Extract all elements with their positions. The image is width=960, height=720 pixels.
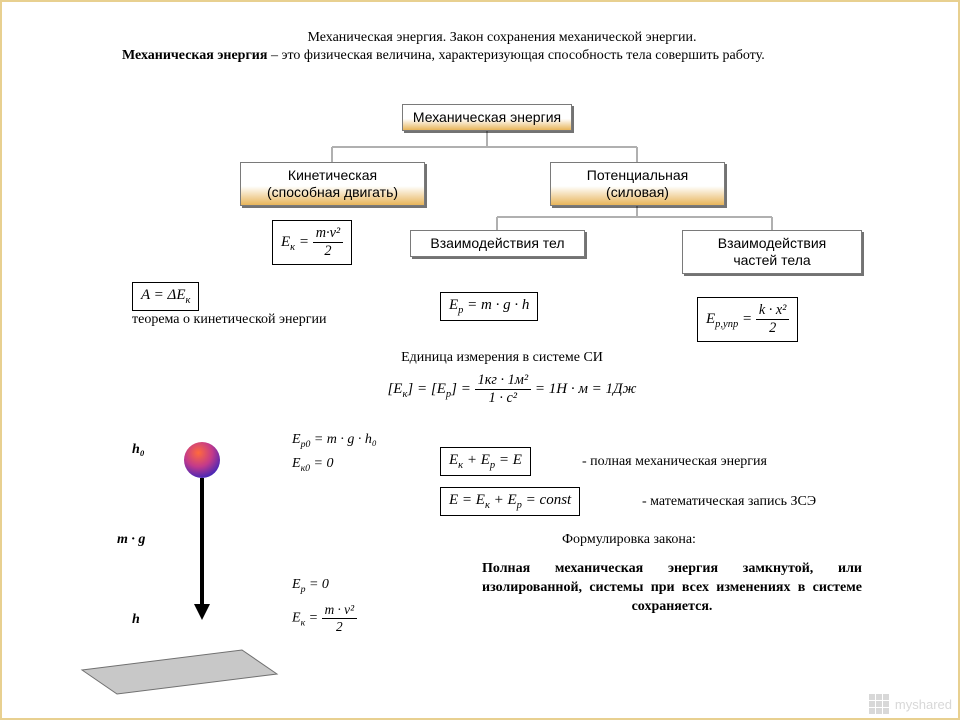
formula-kinetic: Eк = m·v²2 (272, 220, 352, 265)
watermark-text: myshared (895, 697, 952, 712)
falling-body-illustration (72, 422, 292, 702)
chart-root: Механическая энергия (402, 104, 572, 131)
law-statement: Полная механическая энергия замкнутой, и… (482, 560, 862, 617)
formula-potential-gravity: Ep = m · g · h (440, 292, 538, 321)
law-caption: Формулировка закона: (562, 532, 696, 548)
formula-potential-spring: Ep,упр = k · x²2 (697, 297, 798, 342)
label-h: h (132, 612, 140, 628)
work-theorem-caption: теорема о кинетической энергии (132, 312, 372, 328)
label-h0: h₀ (132, 442, 145, 458)
units-formula: [Eк] = [Ep] = 1кг · 1м²1 · c² = 1Н · м =… (302, 372, 722, 407)
watermark: myshared (869, 694, 952, 714)
total1-caption: - полная механическая энергия (582, 454, 767, 470)
chart-interaction-parts: Взаимодействия частей тела (682, 230, 862, 274)
chart-interaction-bodies: Взаимодействия тел (410, 230, 585, 257)
chart-connectors (2, 2, 960, 402)
watermark-logo-icon (869, 694, 889, 714)
ep0: Ep0 = m · g · h₀ (292, 432, 377, 450)
chart-kinetic: Кинетическая (способная двигать) (240, 162, 425, 206)
formula-work-theorem: A = ΔEк (132, 282, 199, 311)
formula-total-2: E = Eк + Ep = const (440, 487, 580, 516)
chart-potential: Потенциальная (силовая) (550, 162, 725, 206)
formula-total-1: Eк + Ep = E (440, 447, 531, 476)
ep-end: Ep = 0 (292, 577, 329, 595)
units-caption: Единица измерения в системе СИ (302, 350, 702, 366)
total2-caption: - математическая запись ЗСЭ (642, 494, 816, 510)
label-mg: m · g⃗ (117, 532, 156, 548)
ek0: Eк0 = 0 (292, 456, 334, 474)
ek-end: Eк = m · v²2 (292, 602, 357, 635)
